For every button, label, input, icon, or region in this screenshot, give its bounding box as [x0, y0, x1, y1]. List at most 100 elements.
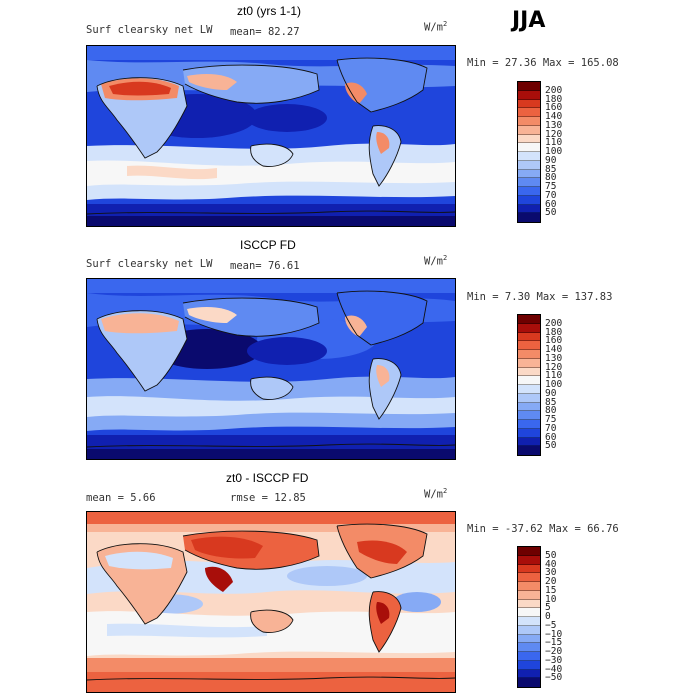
- colorbar-segment: [518, 134, 540, 144]
- mean-label: mean = 5.66: [86, 492, 156, 504]
- colorbar-tick-label: 15: [545, 584, 557, 596]
- range-label: Min = 7.30 Max = 137.83: [467, 291, 613, 303]
- colorbar-segment: [518, 187, 540, 196]
- colorbar-segment: [518, 108, 540, 117]
- colorbar-tick-label: 100: [545, 146, 563, 157]
- colorbar-segment: [518, 660, 540, 670]
- colorbar-tick-label: 160: [545, 335, 563, 347]
- panel-title: zt0 - ISCCP FD: [226, 471, 309, 485]
- colorbar-ticks-diff: 50 40 30 20 15 10 5 0 −5 −10 −15 −20 −30 −40 −50: [545, 546, 605, 688]
- colorbar-segment: [518, 90, 540, 100]
- colorbar-tick-label: −10: [545, 628, 563, 640]
- colorbar-tick-label: 140: [545, 111, 563, 122]
- colorbar-tick-label: 90: [545, 154, 557, 166]
- colorbar-tick-label: 60: [545, 431, 557, 443]
- colorbar-tick-label: 10: [545, 593, 557, 605]
- colorbar-tick-label: −30: [545, 654, 563, 666]
- colorbar-tick-label: 80: [545, 172, 557, 184]
- colorbar-segment: [518, 573, 540, 582]
- colorbar-segment: [518, 634, 540, 644]
- colorbar-segment: [518, 178, 540, 187]
- colorbar-segment: [518, 446, 540, 455]
- colorbar-segment: [518, 385, 540, 394]
- range-label: Min = -37.62 Max = 66.76: [467, 523, 619, 535]
- colorbar-segment: [518, 590, 540, 600]
- colorbar-segment: [518, 678, 540, 687]
- colorbar-segment: [518, 143, 540, 152]
- colorbar-segment: [518, 402, 540, 412]
- colorbar-tick-label: 120: [545, 128, 563, 140]
- colorbar-tick-label: 130: [545, 119, 563, 131]
- colorbar-segment: [518, 152, 540, 161]
- colorbar-tick-label: 200: [545, 84, 563, 96]
- season-label: JJA: [512, 8, 546, 33]
- colorbar-segment: [518, 547, 540, 556]
- map-model: [86, 45, 456, 227]
- colorbar-model: [517, 81, 541, 223]
- rmse-label: rmse = 12.85: [230, 492, 306, 504]
- colorbar-tick-label: −40: [545, 663, 563, 675]
- colorbar-segment: [518, 625, 540, 635]
- colorbar-segment: [518, 617, 540, 626]
- colorbar-tick-label: 160: [545, 102, 563, 114]
- colorbar-segment: [518, 195, 540, 205]
- colorbar-segment: [518, 599, 540, 609]
- colorbar-tick-label: 110: [545, 370, 563, 382]
- colorbar-segment: [518, 117, 540, 126]
- colorbar-segment: [518, 428, 540, 438]
- colorbar-tick-label: −5: [545, 619, 557, 631]
- mean-label: mean= 76.61: [230, 260, 300, 272]
- colorbar-tick-label: −15: [545, 637, 563, 649]
- colorbar-tick-label: 5: [545, 602, 551, 614]
- colorbar-tick-label: 180: [545, 93, 563, 105]
- colorbar-diff: [517, 546, 541, 688]
- colorbar-tick-label: 90: [545, 387, 557, 399]
- colorbar-tick-label: 130: [545, 352, 563, 364]
- colorbar-segment: [518, 160, 540, 170]
- colorbar-tick-label: 75: [545, 181, 557, 192]
- colorbar-tick-label: 50: [545, 207, 557, 219]
- colorbar-segment: [518, 358, 540, 368]
- variable-label: Surf clearsky net LW: [86, 258, 213, 270]
- mean-label: mean= 82.27: [230, 26, 300, 38]
- colorbar-segment: [518, 420, 540, 429]
- colorbar-tick-label: 50: [545, 440, 557, 452]
- colorbar-segment: [518, 125, 540, 135]
- colorbar-segment: [518, 341, 540, 350]
- units-label: W/m2: [424, 254, 448, 268]
- colorbar-segment: [518, 350, 540, 359]
- colorbar-segment: [518, 652, 540, 661]
- colorbar-segment: [518, 555, 540, 565]
- colorbar-tick-label: 70: [545, 189, 557, 201]
- colorbar-tick-label: 60: [545, 198, 557, 210]
- colorbar-ticks-model: 200 180 160 140 130 120 110 100 90 85 80 75 70 60 50: [545, 81, 605, 223]
- colorbar-segment: [518, 582, 540, 591]
- colorbar-segment: [518, 213, 540, 222]
- colorbar-tick-label: 40: [545, 558, 557, 570]
- colorbar-segment: [518, 99, 540, 109]
- colorbar-segment: [518, 608, 540, 617]
- colorbar-segment: [518, 376, 540, 385]
- units-label: W/m2: [424, 20, 448, 34]
- colorbar-segment: [518, 332, 540, 342]
- colorbar-segment: [518, 437, 540, 447]
- colorbar-tick-label: −20: [545, 646, 563, 657]
- variable-label: Surf clearsky net LW: [86, 24, 213, 36]
- colorbar-segment: [518, 315, 540, 324]
- colorbar-tick-label: 85: [545, 163, 557, 175]
- colorbar-tick-label: 50: [545, 549, 557, 561]
- colorbar-tick-label: −50: [545, 672, 563, 684]
- panel-title: ISCCP FD: [240, 238, 296, 252]
- map-diff: [86, 511, 456, 693]
- colorbar-tick-label: 200: [545, 317, 563, 329]
- colorbar-tick-label: 110: [545, 137, 563, 149]
- colorbar-segment: [518, 169, 540, 179]
- colorbar-tick-label: 75: [545, 414, 557, 425]
- colorbar-tick-label: 140: [545, 344, 563, 355]
- colorbar-tick-label: 100: [545, 379, 563, 390]
- colorbar-segment: [518, 411, 540, 420]
- colorbar-tick-label: 120: [545, 361, 563, 373]
- colorbar-obs: [517, 314, 541, 456]
- colorbar-segment: [518, 643, 540, 652]
- panel-title: zt0 (yrs 1-1): [237, 4, 302, 18]
